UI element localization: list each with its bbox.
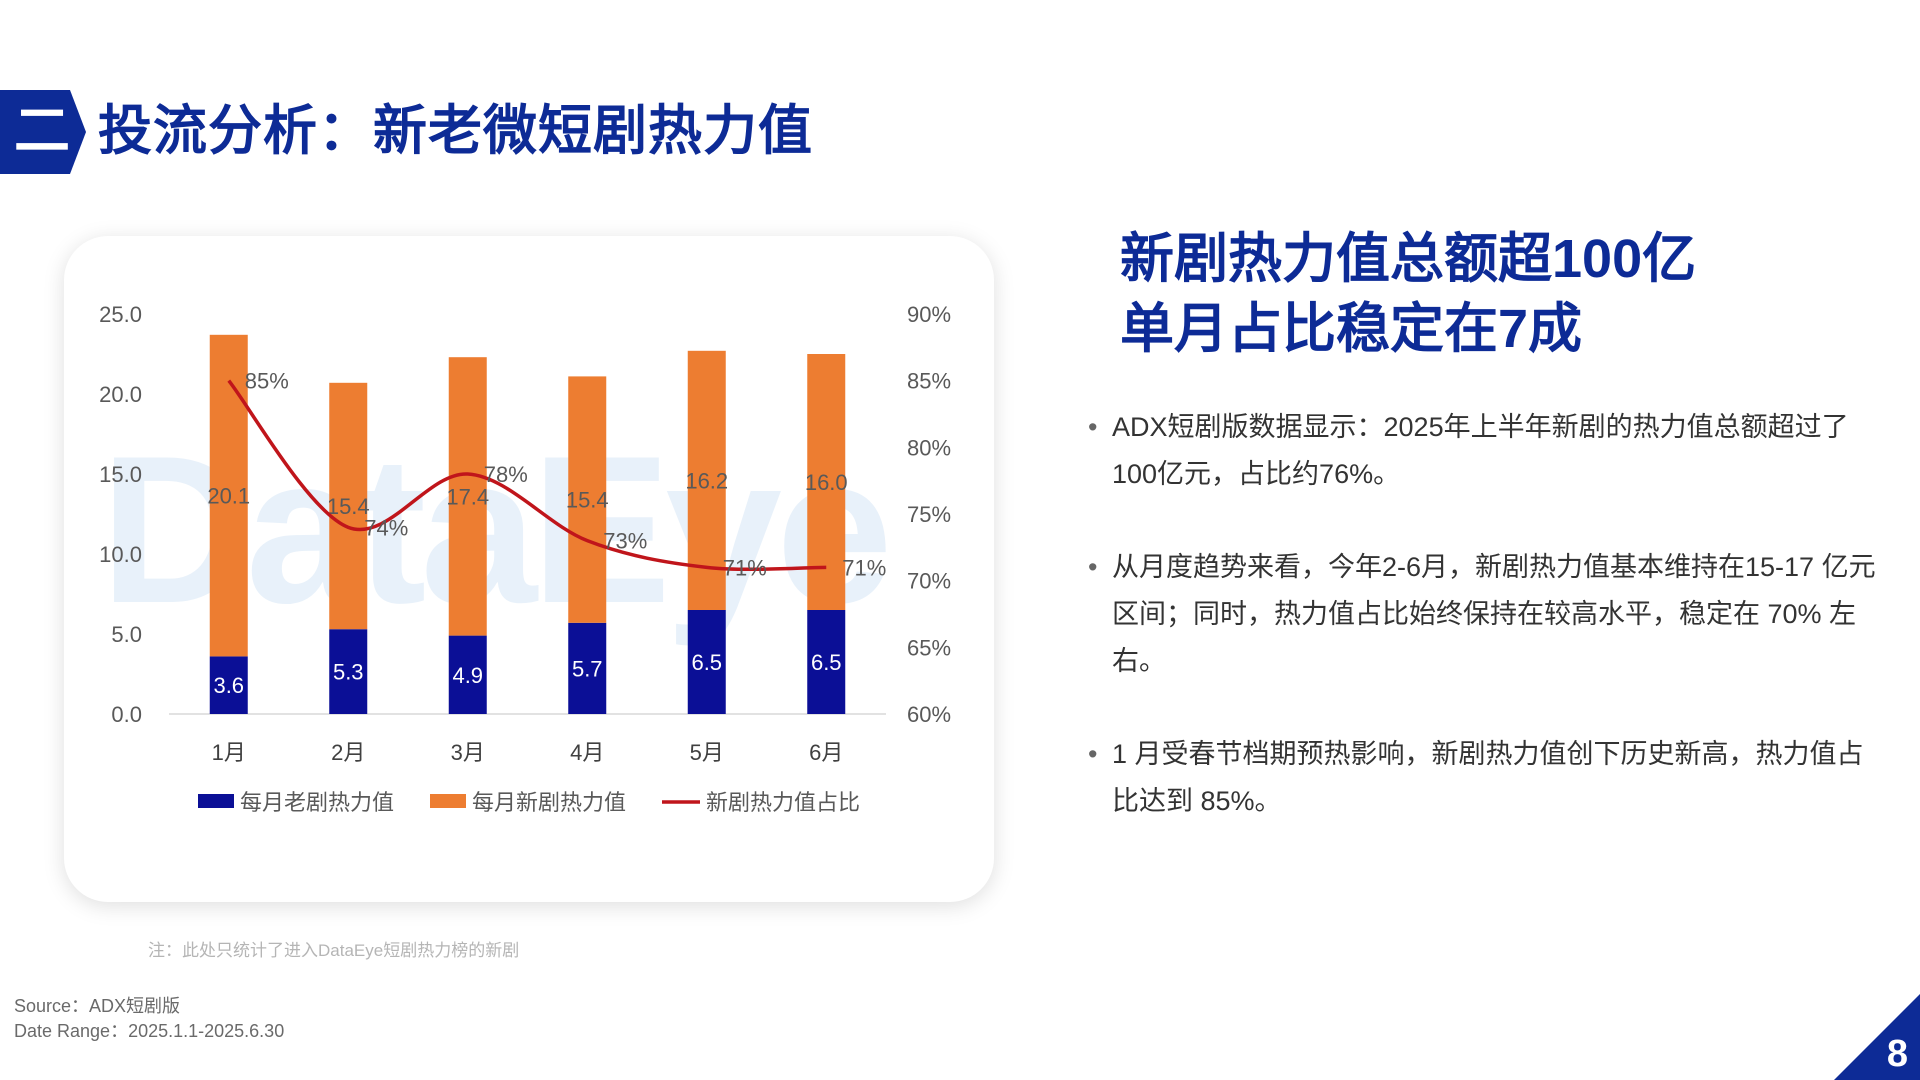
- bullet-dot-icon: •: [1088, 412, 1098, 442]
- chart-note: 注：此处只统计了进入DataEye短剧热力榜的新剧: [148, 941, 520, 960]
- bar-old-label: 3.6: [213, 673, 244, 698]
- bullet-text: ADX短剧版数据显示：2025年上半年新剧的热力值总额超过了100亿元，占比约7…: [1112, 412, 1849, 489]
- bar-old: [448, 635, 487, 714]
- summary-heading-line2: 单月占比稳定在7成: [1120, 299, 1583, 359]
- y-right-tick-label: 80%: [907, 435, 951, 460]
- ratio-line: [227, 379, 827, 572]
- section-badge: 二: [0, 90, 86, 174]
- bar-old-label: 6.5: [691, 650, 722, 675]
- source-info: Source：ADX短剧版 Date Range：2025.1.1-2025.6…: [14, 994, 284, 1044]
- x-tick-label: 3月: [451, 740, 485, 765]
- legend-swatch-new: [430, 794, 466, 808]
- page-number: 8: [1886, 1033, 1908, 1075]
- ratio-label: 71%: [723, 555, 767, 580]
- y-right-tick-label: 60%: [907, 702, 951, 727]
- page-title: 投流分析：新老微短剧热力值: [98, 101, 813, 161]
- bar-old: [209, 656, 248, 714]
- bar-new-label: 15.4: [327, 494, 370, 519]
- legend-swatch-old: [198, 794, 234, 808]
- bullet-item: • ADX短剧版数据显示：2025年上半年新剧的热力值总额超过了100亿元，占比约…: [1088, 404, 1878, 498]
- bullet-dot-icon: •: [1088, 552, 1098, 582]
- bar-old: [329, 629, 368, 714]
- bar-new-label: 16.0: [805, 470, 848, 495]
- bar-new: [568, 376, 607, 623]
- summary-heading: 新剧热力值总额超100亿 单月占比稳定在7成: [1120, 224, 1696, 364]
- legend-label: 新剧热力值占比: [706, 790, 860, 815]
- bar-new: [329, 382, 368, 630]
- bar-new: [448, 357, 487, 636]
- bar-old-label: 5.3: [333, 660, 364, 685]
- bar-old-label: 5.7: [572, 656, 603, 681]
- bar-new-label: 20.1: [207, 484, 250, 509]
- ratio-label: 85%: [245, 369, 289, 394]
- x-tick-label: 6月: [809, 740, 843, 765]
- y-left-tick-label: 10.0: [99, 542, 142, 567]
- section-number: 二: [14, 99, 70, 162]
- bar-old: [568, 622, 607, 714]
- legend-label: 每月老剧热力值: [240, 790, 394, 815]
- ratio-label: 78%: [484, 462, 528, 487]
- x-tick-label: 1月: [212, 740, 246, 765]
- bar-new-label: 16.2: [685, 468, 728, 493]
- bar-old: [687, 610, 726, 714]
- bar-new-label: 15.4: [566, 488, 609, 513]
- x-tick-label: 4月: [570, 740, 604, 765]
- bullet-dot-icon: •: [1088, 739, 1098, 769]
- legend-label: 每月新剧热力值: [472, 790, 626, 815]
- ratio-label: 74%: [364, 515, 408, 540]
- y-left-tick-label: 25.0: [99, 302, 142, 327]
- y-left-tick-label: 20.0: [99, 382, 142, 407]
- ratio-label: 71%: [842, 555, 886, 580]
- bar-new-label: 17.4: [446, 484, 489, 509]
- bar-old-label: 4.9: [452, 663, 483, 688]
- source-line: Source：ADX短剧版: [14, 996, 181, 1016]
- x-tick-label: 5月: [690, 740, 724, 765]
- y-right-tick-label: 65%: [907, 635, 951, 660]
- bullet-item: • 1 月受春节档期预热影响，新剧热力值创下历史新高，热力值占比达到 85%。: [1088, 731, 1878, 825]
- y-right-tick-label: 70%: [907, 569, 951, 594]
- summary-heading-line1: 新剧热力值总额超100亿: [1120, 229, 1697, 289]
- bullet-text: 从月度趋势来看，今年2-6月，新剧热力值基本维持在15-17 亿元区间；同时，热…: [1112, 552, 1876, 676]
- x-tick-label: 2月: [331, 740, 365, 765]
- y-left-tick-label: 5.0: [111, 622, 142, 647]
- bullet-item: • 从月度趋势来看，今年2-6月，新剧热力值基本维持在15-17 亿元区间；同时，…: [1088, 544, 1878, 685]
- ratio-label: 73%: [603, 529, 647, 554]
- summary-bullets: • ADX短剧版数据显示：2025年上半年新剧的热力值总额超过了100亿元，占比约…: [1088, 404, 1878, 871]
- y-left-tick-label: 0.0: [111, 702, 142, 727]
- bar-old: [807, 610, 846, 714]
- stacked-bar-line-chart: 0.0 5.0 10.0 15.0 20.0 25.0 60% 65% 70% 75% 80% 85%…: [99, 302, 951, 815]
- y-right-tick-label: 90%: [907, 302, 951, 327]
- bar-new: [209, 334, 248, 657]
- date-range-line: Date Range：2025.1.1-2025.6.30: [14, 1021, 285, 1041]
- y-right-tick-label: 85%: [907, 369, 951, 394]
- bullet-text: 1 月受春节档期预热影响，新剧热力值创下历史新高，热力值占比达到 85%。: [1112, 739, 1864, 816]
- y-left-tick-label: 15.0: [99, 462, 142, 487]
- y-right-tick-label: 75%: [907, 502, 951, 527]
- bar-old-label: 6.5: [811, 650, 842, 675]
